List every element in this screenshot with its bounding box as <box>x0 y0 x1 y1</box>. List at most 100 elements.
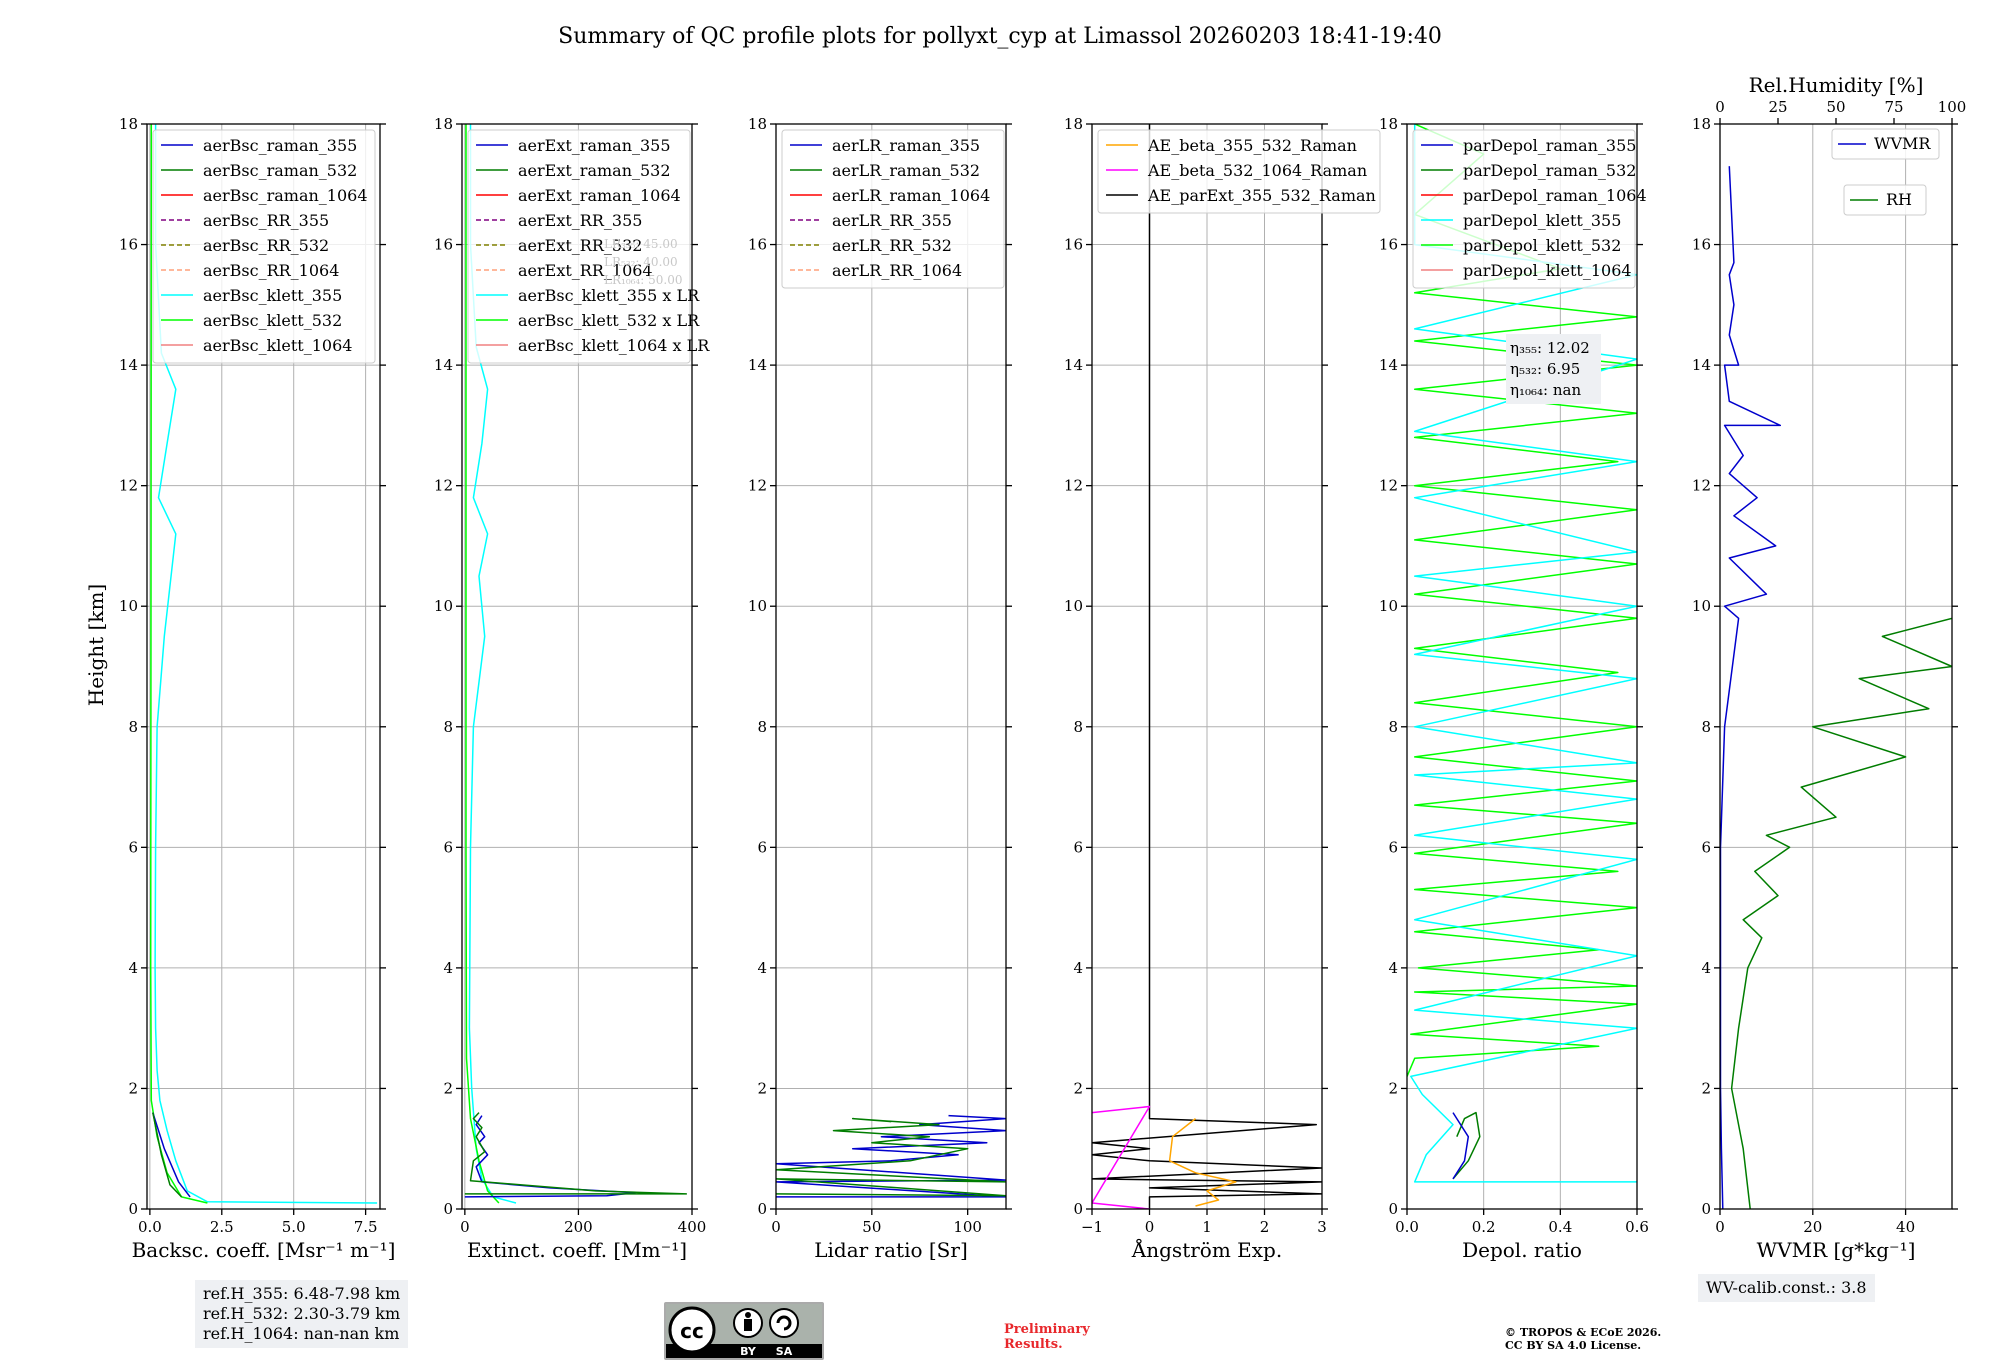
ref-height-1064: ref.H_1064: nan-nan km <box>203 1324 400 1343</box>
legend-label: aerExt_raman_355 <box>518 136 671 155</box>
legend: AE_beta_355_532_Raman AE_beta_532_1064_Ra… <box>1097 129 1381 214</box>
series-line-aerLR_raman_532 <box>776 1117 1006 1197</box>
legend-label: aerBsc_klett_355 <box>203 286 342 305</box>
legend-label: parDepol_raman_355 <box>1463 136 1636 155</box>
y-tick-label: 8 <box>757 718 767 736</box>
lidar-ratio-note: LR₃₅₅: 45.00 <box>604 237 678 251</box>
legend-label: aerBsc_RR_532 <box>203 236 329 255</box>
eta-note: η₅₃₂: 6.95 <box>1510 360 1580 378</box>
y-tick-label: 6 <box>1073 838 1083 856</box>
x-tick-label: −1 <box>1081 1218 1103 1236</box>
y-tick-label: 2 <box>1073 1079 1083 1097</box>
y-tick-label: 0 <box>1701 1200 1711 1218</box>
axes-frame <box>1719 123 1953 1210</box>
x2-tick-label: 75 <box>1884 98 1903 116</box>
legend-label: AE_parExt_355_532_Raman <box>1147 186 1376 205</box>
series-line-WVMR <box>1720 166 1782 1209</box>
series-line-parDepol_raman_355 <box>1452 1112 1470 1180</box>
legend: aerLR_raman_355 aerLR_raman_532 aerLR_rama… <box>781 129 1005 289</box>
y-tick-label: 14 <box>434 356 453 374</box>
legend-label: WVMR <box>1874 134 1931 153</box>
y-tick-label: 18 <box>119 115 138 133</box>
legend-label: aerBsc_raman_355 <box>203 136 357 155</box>
y-tick-label: 14 <box>1379 356 1398 374</box>
panel-bsc: 0 2 4 6 8 10 12 14 16 18 0.0 2.5 5.0 7.5 Backsc. coeff… <box>119 115 395 1262</box>
x-tick-label: 0 <box>1145 1218 1155 1236</box>
y-tick-label: 18 <box>1379 115 1398 133</box>
cc-letters: cc <box>680 1319 704 1343</box>
legend-label: aerExt_raman_1064 <box>518 186 681 205</box>
legend-box <box>1831 128 1940 160</box>
y-tick-label: 0 <box>443 1200 453 1218</box>
x-tick-label: 5.0 <box>282 1218 306 1236</box>
legend-label: aerLR_RR_1064 <box>832 261 962 280</box>
legend-label: parDepol_klett_532 <box>1463 236 1621 255</box>
legend-label: aerExt_RR_1064 <box>518 261 653 280</box>
axes-frame <box>461 123 693 1210</box>
x2-tick-label: 100 <box>1938 98 1967 116</box>
legend-label: aerBsc_RR_1064 <box>203 261 339 280</box>
legend-label: aerBsc_klett_355 x LR <box>518 286 700 305</box>
y-tick-label: 8 <box>1073 718 1083 736</box>
y-tick-label: 6 <box>757 838 767 856</box>
y-tick-label: 16 <box>119 236 138 254</box>
x-axis-label: Ångström Exp. <box>1131 1237 1282 1262</box>
series-line-parDepol_raman_532 <box>1452 1111 1481 1180</box>
y-tick-label: 2 <box>128 1079 138 1097</box>
y-tick-label: 6 <box>1388 838 1398 856</box>
series-line-AE_beta_355_532_Raman <box>1168 1118 1237 1207</box>
sa-share-icon <box>769 1308 799 1338</box>
panel-lr: 0 2 4 6 8 10 12 14 16 18 0 50 100 Lidar ratio [Sr] aer… <box>748 115 1012 1262</box>
y-tick-label: 4 <box>1701 959 1711 977</box>
eta-note: η₁₀₆₄: nan <box>1510 381 1581 399</box>
series-line-aerBsc_klett_355 <box>154 124 378 1204</box>
series-line-aerBsc_raman_355 <box>152 1112 191 1198</box>
x-axis-label: WVMR [g*kg⁻¹] <box>1757 1238 1916 1262</box>
legend-label: aerLR_RR_355 <box>832 211 952 230</box>
legend-box <box>467 129 691 364</box>
y-tick-label: 16 <box>1379 236 1398 254</box>
y-tick-label: 8 <box>128 718 138 736</box>
legend-RH: RH <box>1843 184 1927 216</box>
legend-box <box>1412 129 1636 289</box>
series-line-AE_beta_532_1064_Raman <box>1092 1105 1151 1209</box>
ref-height-355: ref.H_355: 6.48-7.98 km <box>203 1284 401 1303</box>
x-tick-label: 0.0 <box>138 1218 162 1236</box>
eta-notes: η₃₅₅: 12.02 η₅₃₂: 6.95 η₁₀₆₄: nan <box>1506 334 1601 404</box>
preliminary-line-2: Results. <box>1004 1337 1063 1352</box>
preliminary-line-1: Preliminary <box>1004 1322 1090 1337</box>
cc-license-badge[interactable]: cc BY SA <box>664 1302 824 1360</box>
series-group <box>776 1114 1006 1198</box>
series-group <box>149 124 378 1204</box>
preliminary-results-note: Preliminary Results. <box>1004 1322 1090 1352</box>
x-axis-label: Depol. ratio <box>1462 1238 1582 1262</box>
y-tick-label: 4 <box>1073 959 1083 977</box>
series-group <box>1720 166 1952 1209</box>
x-tick-label: 50 <box>862 1218 881 1236</box>
legend-label: parDepol_klett_355 <box>1463 211 1621 230</box>
legend-label: aerExt_RR_355 <box>518 211 642 230</box>
series-group <box>1092 124 1322 1209</box>
y-tick-label: 12 <box>748 477 767 495</box>
legend-label: aerBsc_raman_532 <box>203 161 357 180</box>
legend-label: aerExt_RR_532 <box>518 236 642 255</box>
y-tick-label: 6 <box>1701 838 1711 856</box>
series-line-parDepol_klett_355 <box>1410 124 1637 1183</box>
y-tick-label: 14 <box>748 356 767 374</box>
lidar-ratio-note: LR₁₀₆₄: 50.00 <box>604 273 682 287</box>
x-tick-label: 2.5 <box>210 1218 234 1236</box>
sa-label: SA <box>776 1345 793 1358</box>
y-tick-label: 18 <box>1064 115 1083 133</box>
y-tick-label: 0 <box>128 1200 138 1218</box>
legend-label: aerBsc_klett_532 <box>203 311 342 330</box>
y-tick-label: 8 <box>1388 718 1398 736</box>
x-axis-label: Backsc. coeff. [Msr⁻¹ m⁻¹] <box>132 1238 396 1262</box>
series-line-AE_parExt_355_532_Raman <box>1092 124 1322 1209</box>
y-tick-label: 18 <box>434 115 453 133</box>
y-tick-label: 6 <box>128 838 138 856</box>
y-tick-label: 8 <box>1701 718 1711 736</box>
y-tick-label: 12 <box>1379 477 1398 495</box>
